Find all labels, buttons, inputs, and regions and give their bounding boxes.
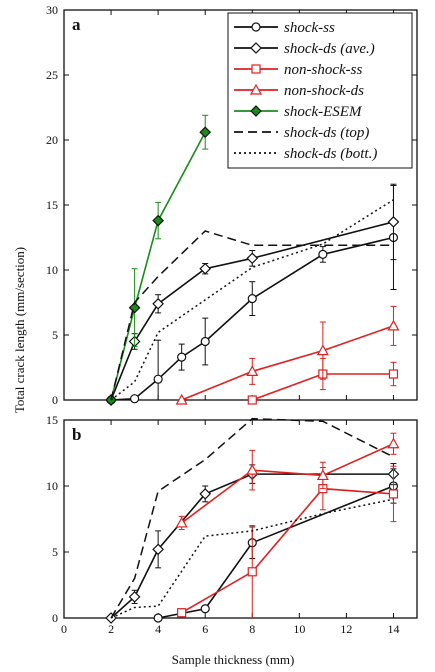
data-point — [200, 604, 210, 614]
legend-entry-shock-esem: shock-ESEM — [234, 104, 363, 120]
y-tick-label: 15 — [46, 198, 58, 212]
data-point — [153, 374, 163, 384]
series-line — [110, 199, 394, 401]
data-point — [175, 516, 188, 528]
data-point — [387, 437, 400, 449]
series-line — [181, 325, 394, 401]
series-shock-ds-top — [110, 417, 394, 619]
data-point — [199, 488, 212, 500]
y-axis-label: Total crack length (mm/section) — [12, 247, 27, 413]
legend-entry-non-shock-ss: non-shock-ss — [234, 62, 362, 78]
y-tick-label: 15 — [46, 413, 58, 427]
legend-swatch-marker — [249, 83, 263, 95]
data-point — [387, 216, 400, 228]
series-line — [111, 236, 394, 401]
x-tick-label: 14 — [387, 622, 399, 636]
legend-label: shock-ESEM — [284, 104, 363, 120]
series-line — [157, 485, 394, 619]
legend: shock-ss shock-ds (ave.) non-shock-ss non-s… — [227, 12, 413, 169]
legend-label: shock-ss — [284, 20, 335, 36]
data-point — [199, 126, 212, 139]
legend-label: non-shock-ds — [284, 83, 364, 99]
data-point — [152, 543, 164, 556]
y-tick-label: 20 — [46, 133, 58, 147]
panel-b: 0 2 4 6 8 10 12 14 0 5 10 15 b — [46, 413, 418, 636]
data-point — [246, 252, 259, 265]
x-axis-label: Sample thickness (mm) — [172, 652, 295, 667]
data-point — [316, 344, 329, 356]
legend-entry-shock-ss: shock-ss — [234, 20, 335, 36]
plot-frame — [63, 419, 418, 619]
x-tick-label: 2 — [108, 622, 114, 636]
x-tick-label: 6 — [202, 622, 208, 636]
data-point — [200, 336, 210, 347]
legend-entry-shock-ds-bott: shock-ds (bott.) — [234, 146, 377, 162]
x-tick-label: 4 — [155, 622, 161, 636]
series-line — [181, 443, 394, 524]
legend-swatch-marker — [251, 64, 261, 74]
data-point — [316, 469, 329, 481]
data-point — [387, 319, 400, 331]
panel-label: a — [72, 15, 81, 34]
series-shock-ds-ave — [105, 183, 400, 406]
series-line — [181, 487, 394, 614]
panel-label: b — [72, 425, 81, 444]
x-tick-label: 12 — [340, 622, 352, 636]
legend-entry-shock-ds-top: shock-ds (top) — [234, 125, 369, 141]
data-point — [175, 393, 188, 405]
y-tick-label: 10 — [46, 479, 58, 493]
series-shock-ds-top — [110, 230, 394, 401]
x-tick-label: 0 — [61, 622, 67, 636]
data-point — [153, 613, 163, 623]
series-line — [110, 230, 394, 401]
legend-entry-non-shock-ds: non-shock-ds — [234, 83, 364, 99]
series-non-shock-ds — [175, 305, 400, 405]
series-line — [110, 221, 394, 401]
data-point — [246, 365, 259, 376]
legend-label: shock-ds (ave.) — [284, 41, 375, 57]
legend-label: shock-ds (bott.) — [284, 146, 377, 162]
y-tick-label: 10 — [46, 263, 58, 277]
y-tick-label: 0 — [52, 393, 58, 407]
data-point — [177, 352, 187, 362]
data-point — [152, 214, 164, 227]
data-point — [246, 463, 259, 475]
legend-swatch-marker — [250, 42, 262, 54]
y-tick-label: 5 — [52, 328, 58, 342]
legend-label: shock-ds (top) — [284, 125, 369, 141]
series-line — [110, 417, 394, 619]
x-tick-label: 10 — [293, 622, 305, 636]
data-point — [130, 394, 140, 404]
data-point — [388, 369, 399, 379]
x-tick-label: 8 — [249, 622, 255, 636]
series-line — [110, 498, 394, 619]
y-tick-label: 25 — [46, 68, 58, 82]
data-point — [199, 262, 212, 275]
legend-swatch-marker — [250, 105, 262, 117]
legend-swatch-marker — [251, 22, 261, 32]
data-point — [247, 395, 257, 405]
panel-a: 0 5 10 15 20 25 30 a — [46, 3, 418, 407]
series-shock-ds-bott — [110, 199, 394, 401]
y-tick-label: 30 — [46, 3, 58, 17]
legend-entry-shock-ds-ave: shock-ds (ave.) — [234, 41, 375, 57]
y-tick-label: 5 — [52, 545, 58, 559]
legend-label: non-shock-ss — [284, 62, 362, 78]
data-point — [152, 297, 164, 310]
series-non-shock-ds — [175, 432, 400, 531]
data-point — [388, 489, 399, 499]
data-point — [247, 567, 257, 577]
data-point — [318, 249, 328, 259]
data-point — [128, 591, 141, 603]
series-shock-ds-bott — [110, 498, 394, 619]
data-point — [247, 294, 257, 304]
data-point — [177, 608, 187, 618]
series-non-shock-ss — [177, 465, 399, 618]
y-tick-label: 0 — [52, 611, 58, 625]
